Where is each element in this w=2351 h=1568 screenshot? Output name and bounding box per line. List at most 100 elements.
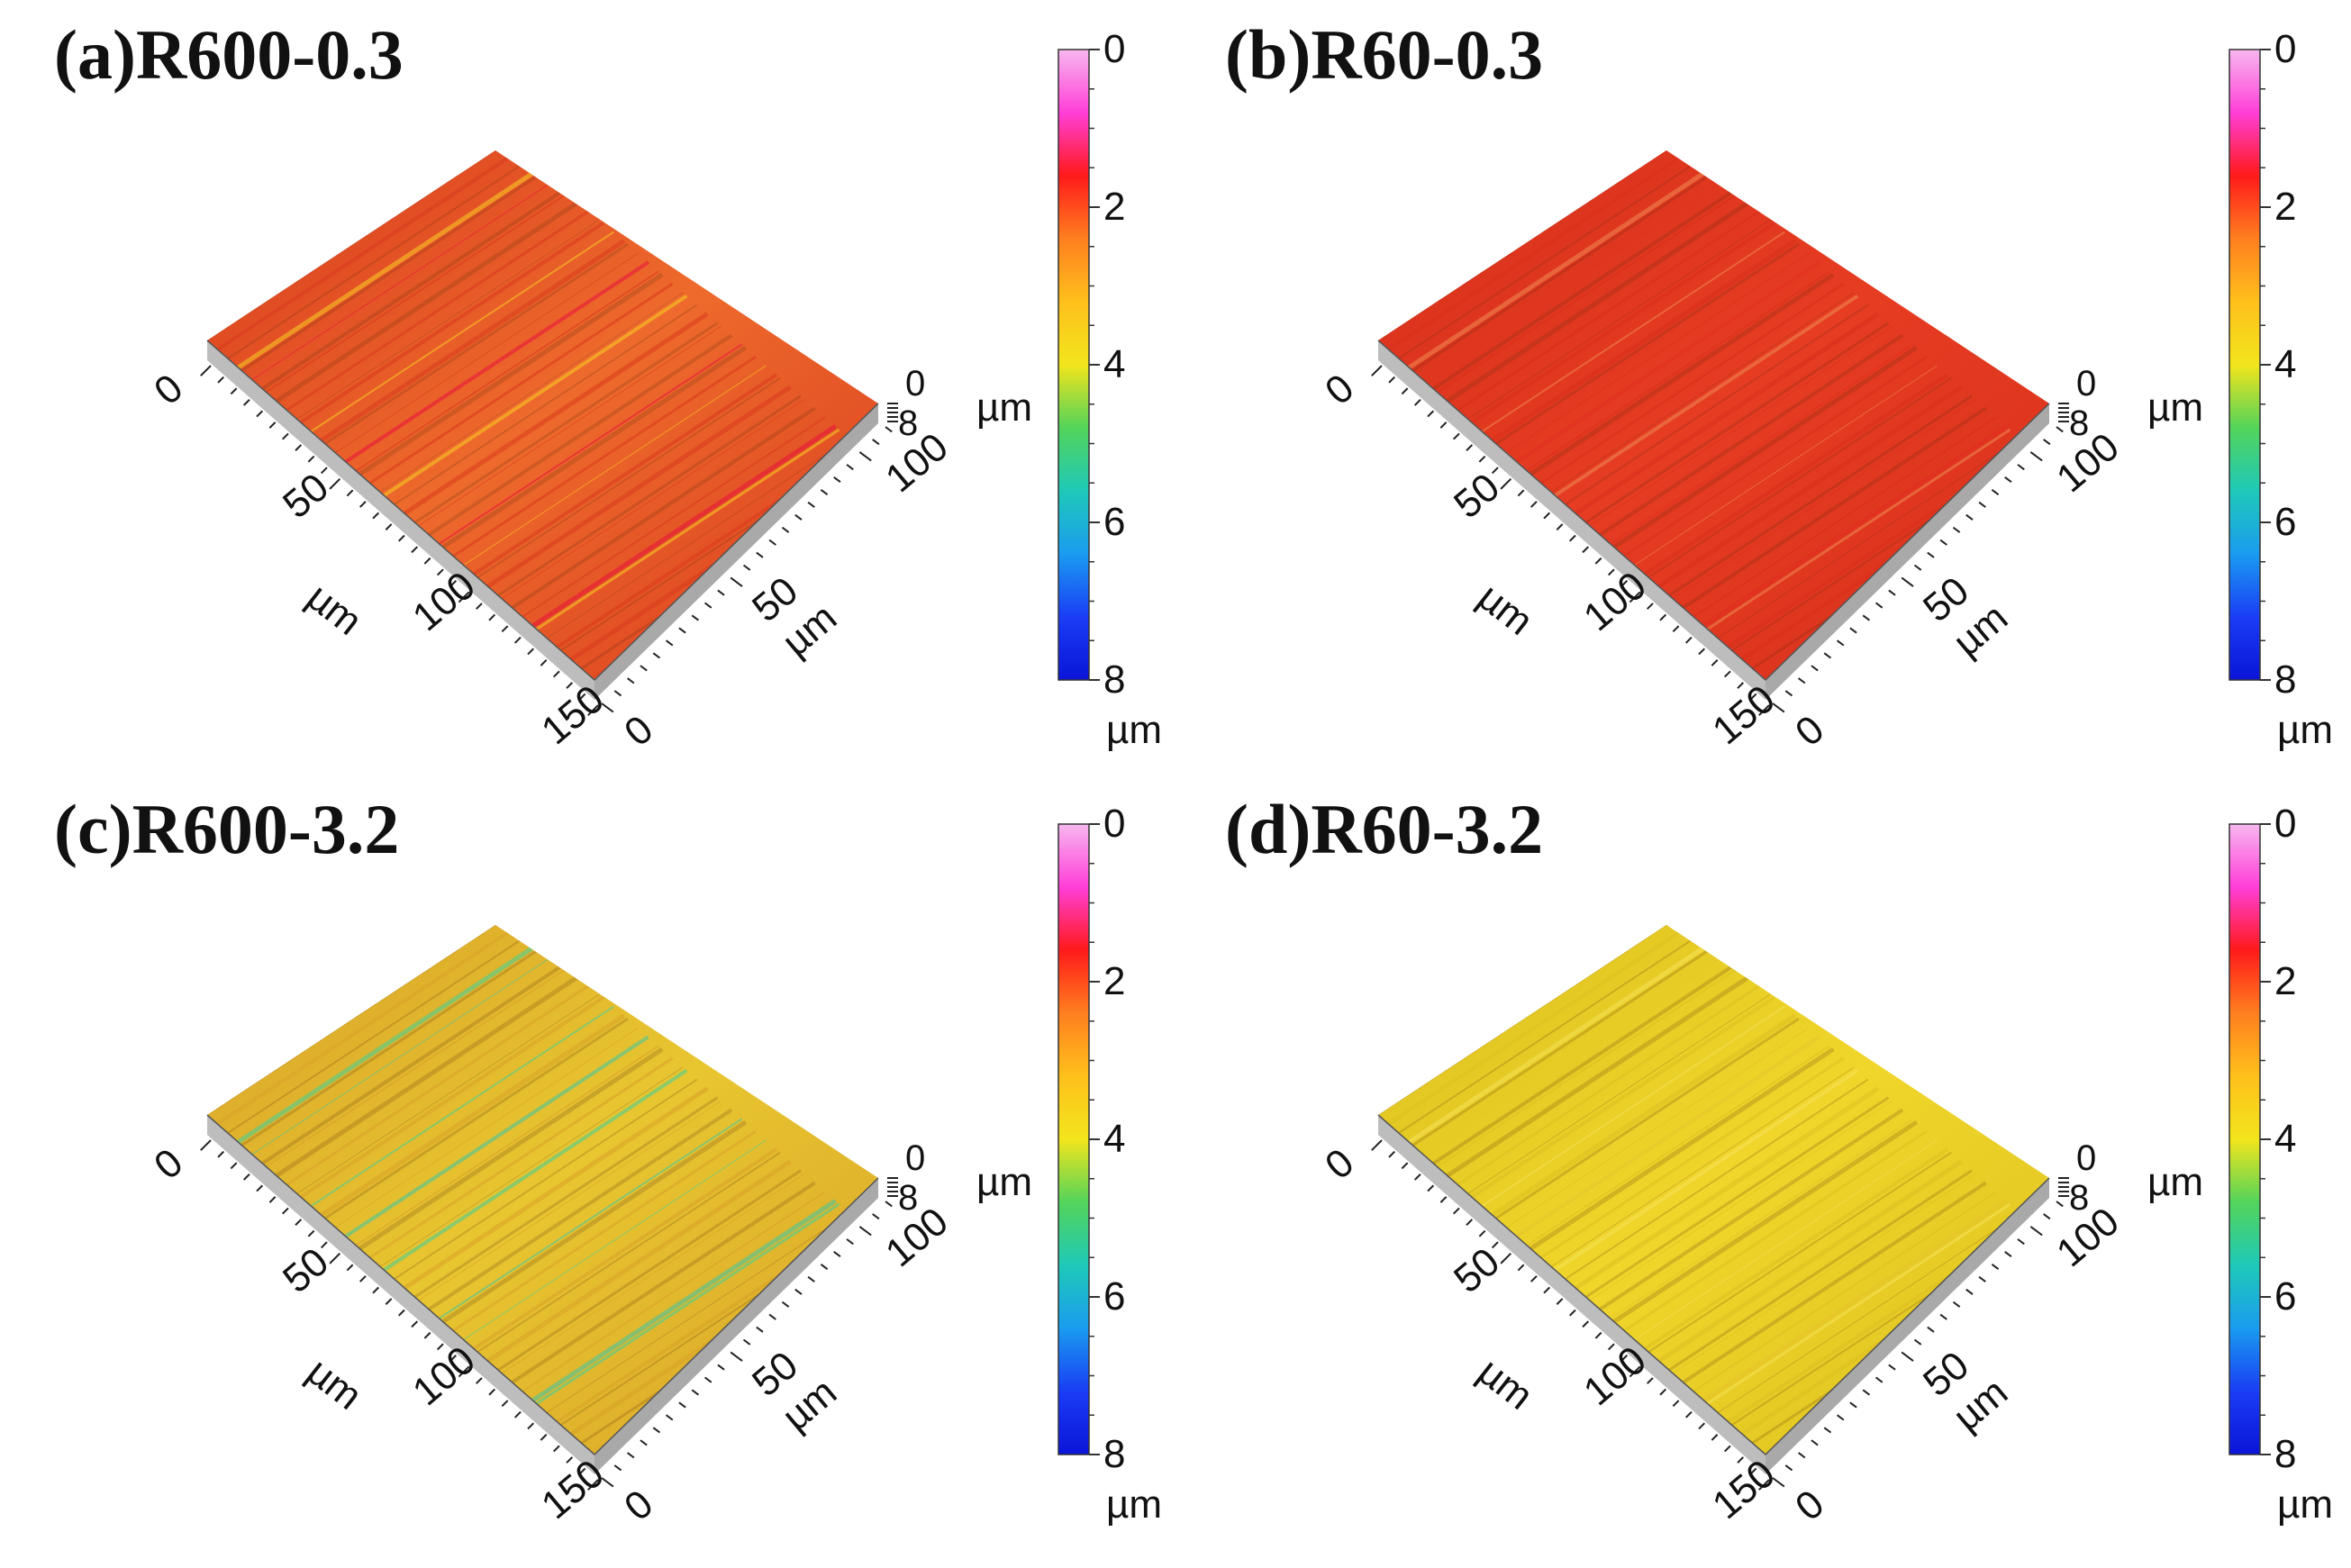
z-axis-label: µm: [2147, 1160, 2204, 1204]
z-tick-label: 0: [905, 364, 926, 403]
y-tick-mark: [1862, 614, 1871, 621]
x-tick-mark: [1646, 1377, 1654, 1384]
x-tick-mark: [475, 1377, 483, 1384]
y-tick-mark: [1874, 602, 1884, 609]
y-tick-mark: [1798, 677, 1806, 684]
x-tick-mark: [423, 557, 431, 565]
y-tick-mark: [1888, 589, 1896, 596]
x-tick-mark: [268, 1196, 277, 1203]
x-tick-mark: [385, 523, 393, 530]
y-tick-mark: [627, 677, 635, 684]
z-axis-label: µm: [976, 385, 1033, 430]
x-tick-mark: [1659, 613, 1667, 621]
y-tick-mark: [665, 1414, 674, 1421]
x-tick-mark: [1568, 534, 1576, 542]
x-tick-mark: [1698, 1422, 1706, 1430]
y-tick-mark: [717, 589, 725, 596]
x-tick-mark: [578, 1467, 586, 1475]
y-tick-mark: [2043, 439, 2051, 446]
x-tick-mark: [1620, 1355, 1629, 1362]
y-tick-mark: [1913, 1338, 1922, 1346]
colorbar-tick-label: 6: [1103, 500, 1126, 544]
z-tick-label: 8: [898, 403, 919, 443]
x-tick-mark: [1413, 1173, 1421, 1181]
y-tick-mark: [885, 1201, 893, 1208]
y-tick-mark: [794, 513, 803, 521]
x-tick-mark: [1659, 1388, 1667, 1396]
front-left-wall: [207, 1115, 595, 1474]
y-tick-mark: [703, 1376, 713, 1383]
y-tick-mark: [807, 501, 815, 508]
colorbar: [1057, 49, 1090, 681]
y-tick-mark: [1823, 652, 1832, 659]
x-tick-mark: [346, 1264, 354, 1272]
x-tick-mark: [501, 1400, 509, 1408]
x-tick-mark: [295, 1219, 303, 1226]
y-tick-mark: [1991, 488, 2000, 495]
y-tick-mark: [1849, 627, 1857, 634]
x-tick-mark: [1439, 1196, 1448, 1203]
y-tick-mark: [1927, 551, 1935, 558]
x-tick-mark: [307, 1229, 315, 1237]
colorbar-tick-label: 0: [1103, 27, 1126, 71]
panel-a: (a)R600-0.3 0 2 4 6 8 µm 0 50 100 150 µm 0 50 100 µm 0 8…: [0, 0, 1171, 784]
x-tick-mark: [1607, 1343, 1615, 1351]
x-tick-mark: [578, 693, 586, 701]
y-tick-mark: [833, 476, 841, 484]
y-tick-mark: [1862, 1389, 1871, 1396]
x-tick-mark: [1466, 1219, 1474, 1226]
y-tick-mark: [1939, 539, 1947, 546]
y-tick-mark: [807, 1275, 815, 1282]
x-tick-mark: [256, 410, 264, 418]
y-tick-mark: [1952, 1301, 1961, 1308]
colorbar-tick-label: 6: [2274, 1274, 2297, 1319]
y-tick-mark: [1991, 1263, 2000, 1270]
x-tick-mark: [230, 1162, 238, 1170]
front-right-wall: [1766, 1178, 2049, 1474]
colorbar-tick-label: 2: [2274, 959, 2297, 1003]
colorbar-tick-label: 8: [1103, 1432, 1126, 1476]
x-tick-mark: [329, 1252, 341, 1264]
panel-title: (b)R60-0.3: [1225, 15, 1544, 94]
y-tick-mark: [613, 690, 622, 697]
y-tick-mark: [1784, 1464, 1793, 1472]
y-tick-mark: [1939, 1313, 1947, 1320]
y-tick-mark: [781, 1301, 790, 1308]
y-tick-mark: [781, 526, 790, 533]
x-tick-mark: [552, 1445, 560, 1453]
colorbar: [2228, 823, 2261, 1455]
x-tick-mark: [295, 444, 303, 451]
y-tick-mark: [1888, 1364, 1896, 1371]
x-tick-mark: [1711, 1434, 1719, 1441]
colorbar-tick-label: 0: [2274, 802, 2297, 846]
x-tick-mark: [527, 648, 535, 656]
y-tick-mark: [1978, 501, 1986, 508]
x-tick-mark: [1466, 444, 1474, 451]
x-tick-mark: [320, 467, 328, 475]
x-tick-mark: [397, 534, 405, 542]
y-tick-mark: [640, 665, 648, 672]
y-tick-mark: [2004, 476, 2012, 484]
x-tick-mark: [1582, 546, 1590, 554]
x-tick-mark: [1672, 625, 1680, 633]
x-tick-mark: [1491, 467, 1499, 475]
x-tick-mark: [1530, 1275, 1538, 1282]
x-tick-mark: [587, 704, 599, 716]
x-tick-mark: [1371, 365, 1383, 376]
x-tick-mark: [1439, 421, 1448, 429]
x-tick-mark: [1758, 704, 1770, 716]
panel-c: (c)R600-3.2 0 2 4 6 8 µm 0 50 100 150 µm 0 50 100 µm 0 8…: [0, 775, 1171, 1558]
x-tick-mark: [1672, 1400, 1680, 1408]
front-left-wall: [1378, 1115, 1766, 1474]
z-axis-label: µm: [2147, 385, 2204, 430]
panel-title: (d)R60-3.2: [1225, 790, 1544, 868]
colorbar-tick-label: 4: [1103, 1117, 1126, 1161]
colorbar-tick-label: 0: [2274, 27, 2297, 71]
y-tick-mark: [1772, 702, 1785, 713]
z-tick-label: 8: [2069, 1178, 2090, 1218]
x-tick-mark: [397, 1309, 405, 1317]
x-tick-mark: [513, 1410, 522, 1418]
surface-plot: [1371, 49, 2271, 716]
x-tick-mark: [242, 398, 250, 406]
y-tick-mark: [1823, 1427, 1832, 1434]
